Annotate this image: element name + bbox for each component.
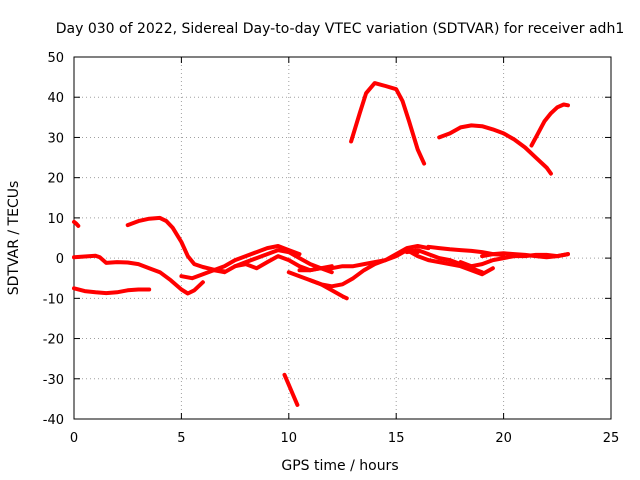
y-tick-label: 20	[47, 172, 64, 187]
data-series	[72, 81, 570, 407]
series-arc-14	[404, 248, 495, 277]
series-arc-19	[529, 102, 570, 148]
chart-title: Day 030 of 2022, Sidereal Day-to-day VTE…	[56, 21, 624, 37]
series-arc-3	[72, 253, 205, 296]
y-tick-label: -30	[43, 373, 64, 388]
plot-frame	[73, 56, 612, 420]
y-tick-label: 10	[47, 212, 64, 227]
x-tick-label: 10	[281, 431, 298, 446]
x-axis-label: GPS time / hours	[281, 458, 398, 474]
series-arc-8	[282, 372, 300, 407]
x-tick-label: 5	[177, 431, 185, 446]
series-arc-12	[349, 81, 427, 166]
series-arc-5	[179, 244, 302, 281]
x-tick-label: 20	[495, 431, 512, 446]
series-arc-18	[437, 123, 553, 176]
y-tick-label: 30	[47, 131, 64, 146]
y-tick-label: -10	[43, 292, 64, 307]
axis-ticks: 0 5 10 15 20 25 -40 -30 -20 -10 0 10 20 30 40 50	[43, 51, 620, 446]
series-arc-1	[72, 219, 81, 228]
y-tick-label: 40	[47, 91, 64, 106]
series-arc-6	[211, 248, 334, 275]
series-arc-11	[308, 244, 431, 289]
x-tick-label: 0	[70, 431, 78, 446]
y-axis-label: SDTVAR / TECUs	[6, 181, 22, 296]
x-tick-label: 25	[603, 431, 620, 446]
x-tick-label: 15	[388, 431, 405, 446]
series-arc-4	[125, 215, 227, 274]
series-arc-2	[72, 286, 152, 296]
series-arc-17	[480, 251, 570, 260]
y-tick-label: -20	[43, 333, 64, 348]
y-tick-label: -40	[43, 413, 64, 428]
grid-lines	[74, 57, 611, 419]
y-tick-label: 50	[47, 51, 64, 66]
y-tick-label: 0	[56, 252, 64, 267]
